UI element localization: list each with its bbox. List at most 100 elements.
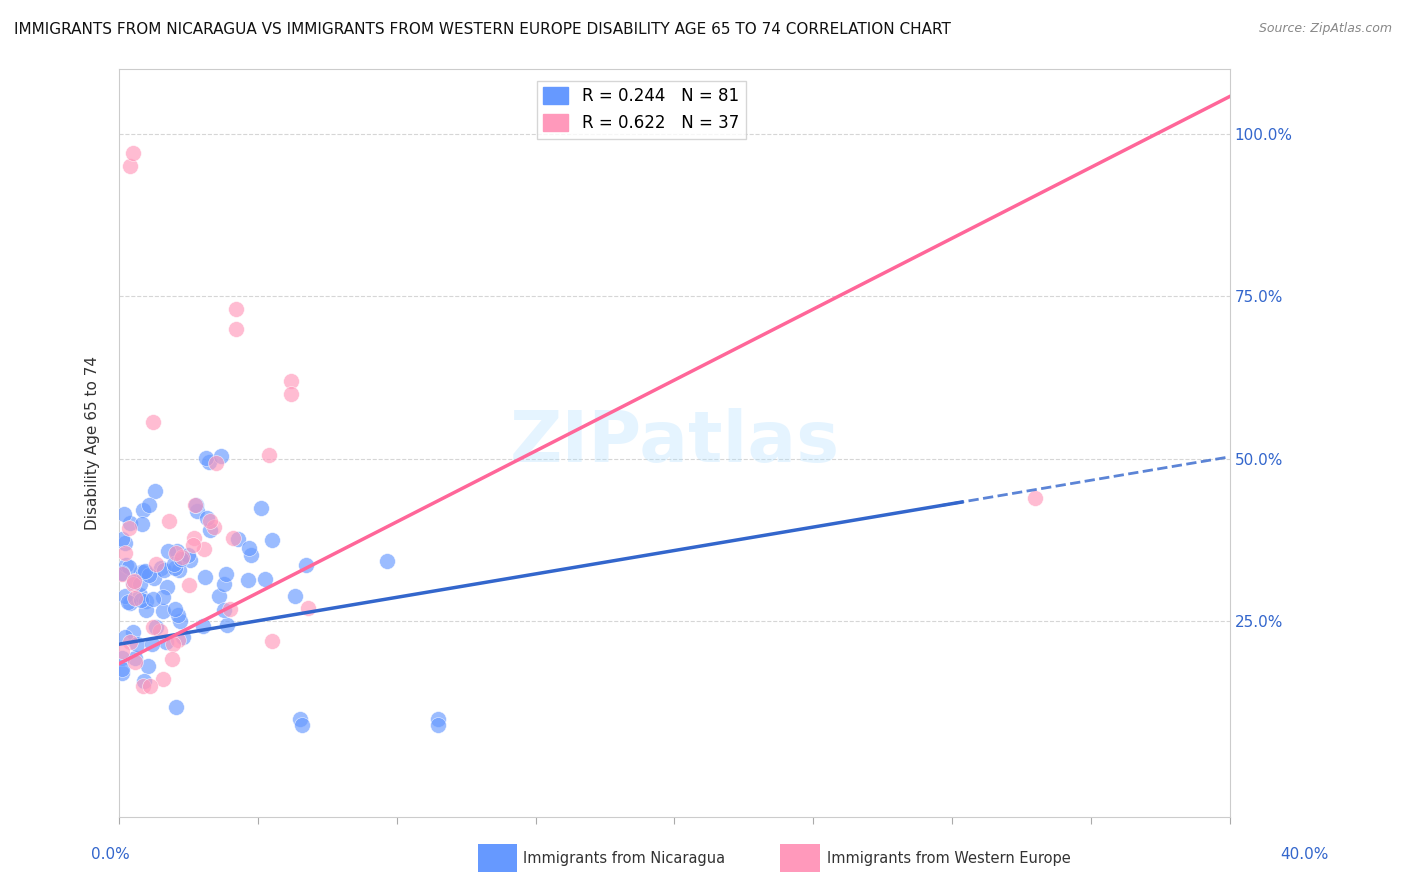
Point bbox=[129, 588, 152, 602]
Point bbox=[205, 456, 228, 470]
Point bbox=[114, 630, 136, 644]
Text: Immigrants from Western Europe: Immigrants from Western Europe bbox=[827, 851, 1070, 865]
Point bbox=[124, 591, 146, 606]
Point bbox=[162, 558, 184, 572]
Point bbox=[172, 549, 194, 564]
Point bbox=[111, 644, 134, 658]
Point bbox=[142, 592, 165, 607]
Point bbox=[114, 589, 136, 603]
Point bbox=[117, 595, 139, 609]
Point bbox=[145, 619, 167, 633]
Y-axis label: Disability Age 65 to 74: Disability Age 65 to 74 bbox=[86, 356, 100, 530]
Point bbox=[238, 541, 260, 555]
Point bbox=[111, 567, 134, 582]
Text: IMMIGRANTS FROM NICARAGUA VS IMMIGRANTS FROM WESTERN EUROPE DISABILITY AGE 65 TO: IMMIGRANTS FROM NICARAGUA VS IMMIGRANTS … bbox=[14, 22, 950, 37]
Text: ZIPatlas: ZIPatlas bbox=[509, 408, 839, 477]
Point bbox=[184, 498, 207, 512]
Point bbox=[120, 596, 142, 610]
Point bbox=[184, 499, 207, 513]
Point bbox=[167, 633, 190, 648]
Point bbox=[141, 636, 163, 650]
Point bbox=[215, 566, 238, 581]
Point bbox=[155, 635, 177, 649]
Point bbox=[181, 538, 204, 552]
Point bbox=[198, 523, 221, 537]
Point bbox=[131, 593, 153, 607]
Point bbox=[284, 589, 307, 603]
Point bbox=[118, 521, 141, 535]
Point bbox=[118, 634, 141, 648]
Point bbox=[212, 577, 235, 591]
Point bbox=[145, 558, 167, 572]
Point bbox=[257, 448, 280, 462]
Text: Immigrants from Nicaragua: Immigrants from Nicaragua bbox=[523, 851, 725, 865]
Point bbox=[226, 532, 249, 546]
Point bbox=[132, 673, 155, 688]
Point bbox=[134, 593, 156, 607]
Point bbox=[165, 601, 187, 615]
Point bbox=[254, 573, 277, 587]
Point bbox=[152, 604, 174, 618]
Point bbox=[222, 532, 245, 546]
Text: Source: ZipAtlas.com: Source: ZipAtlas.com bbox=[1258, 22, 1392, 36]
Point bbox=[165, 700, 187, 714]
Point bbox=[111, 662, 134, 676]
Text: 40.0%: 40.0% bbox=[1281, 847, 1329, 862]
Point bbox=[118, 559, 141, 574]
Point bbox=[183, 531, 205, 545]
Point bbox=[186, 504, 208, 518]
Point bbox=[120, 159, 142, 173]
Point bbox=[131, 517, 153, 532]
Point bbox=[124, 650, 146, 665]
Point bbox=[149, 624, 172, 638]
Point bbox=[120, 516, 142, 531]
Point bbox=[138, 568, 160, 582]
Point bbox=[179, 553, 201, 567]
Point bbox=[121, 576, 143, 591]
Point bbox=[193, 541, 215, 556]
Point bbox=[239, 549, 262, 563]
Point bbox=[295, 558, 318, 572]
Point bbox=[111, 666, 134, 681]
Point bbox=[177, 578, 200, 592]
Point bbox=[212, 603, 235, 617]
Point bbox=[225, 302, 247, 317]
Point bbox=[134, 564, 156, 578]
Point bbox=[111, 566, 134, 580]
Point bbox=[160, 652, 183, 666]
Text: 0.0%: 0.0% bbox=[91, 847, 131, 862]
Point bbox=[170, 552, 193, 566]
Point bbox=[250, 501, 273, 516]
Point bbox=[209, 450, 232, 464]
Point bbox=[143, 483, 166, 498]
Point bbox=[427, 718, 450, 732]
Point bbox=[131, 503, 153, 517]
Point bbox=[375, 554, 398, 568]
Point bbox=[142, 571, 165, 585]
Point bbox=[215, 618, 238, 632]
Point bbox=[166, 608, 188, 623]
Point bbox=[152, 672, 174, 686]
Point bbox=[225, 321, 247, 335]
Point bbox=[202, 520, 225, 534]
Point bbox=[121, 574, 143, 589]
Point bbox=[114, 536, 136, 550]
Point bbox=[162, 637, 184, 651]
Point bbox=[172, 630, 194, 644]
Point bbox=[111, 566, 134, 581]
Point bbox=[194, 570, 217, 584]
Point bbox=[236, 573, 259, 587]
Point bbox=[111, 532, 134, 546]
Point bbox=[193, 619, 215, 633]
Point bbox=[138, 498, 160, 512]
Point bbox=[124, 655, 146, 669]
Point bbox=[427, 712, 450, 726]
Point bbox=[122, 574, 145, 589]
Point bbox=[121, 625, 143, 640]
Point bbox=[153, 563, 176, 577]
Point bbox=[163, 561, 186, 575]
Point bbox=[122, 146, 145, 161]
Point bbox=[111, 650, 134, 665]
Point bbox=[115, 558, 138, 572]
Point bbox=[195, 511, 218, 525]
